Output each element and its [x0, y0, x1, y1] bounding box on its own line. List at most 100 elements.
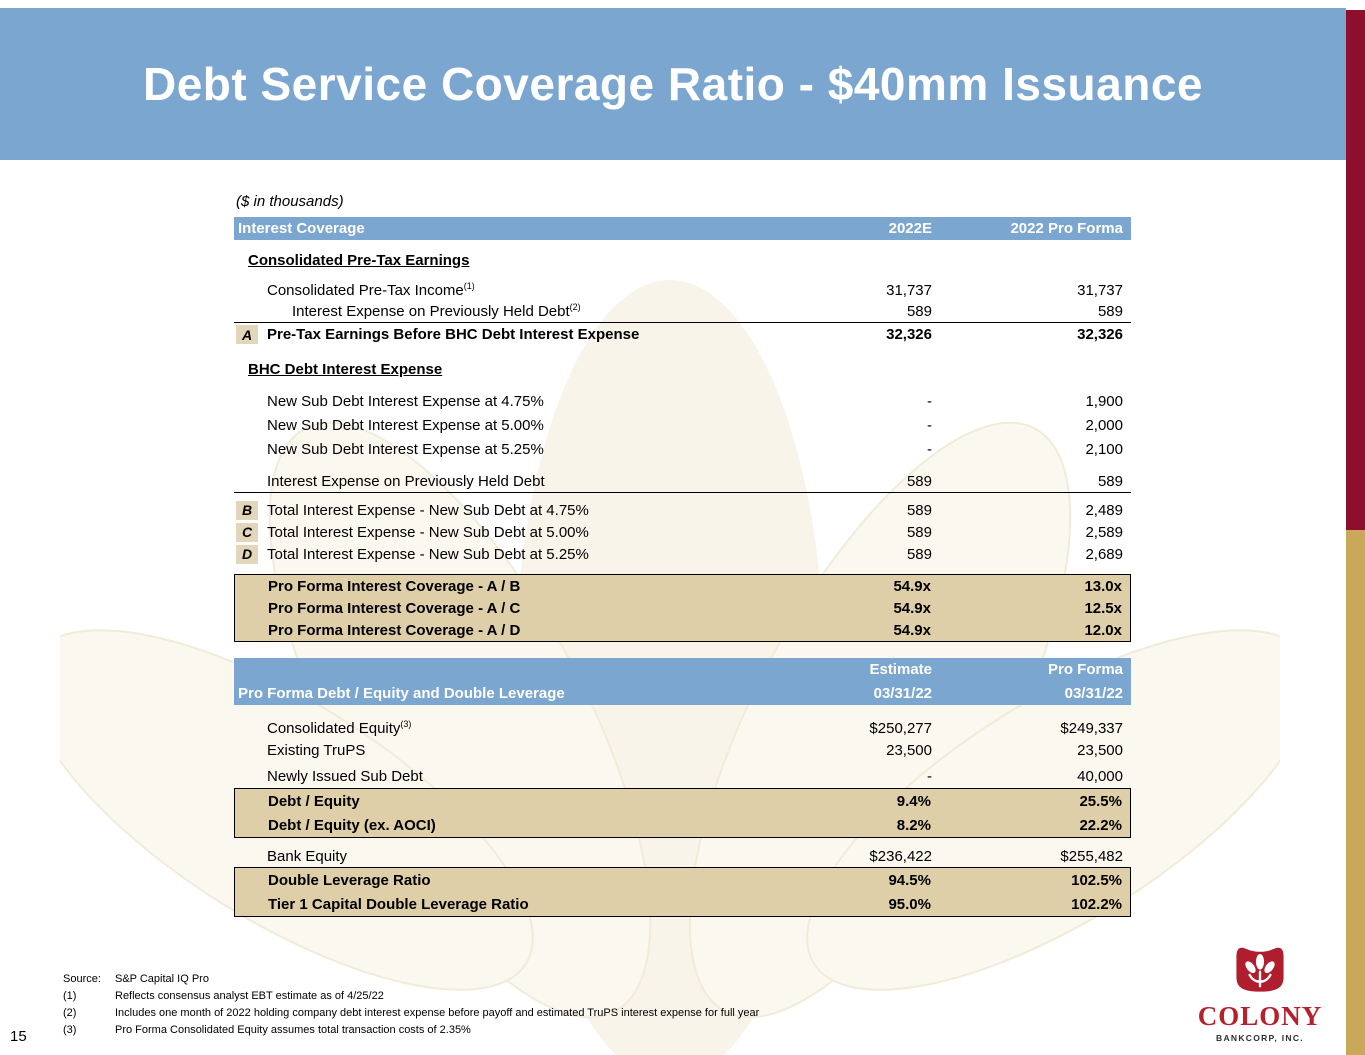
footnote-text: S&P Capital IQ Pro — [115, 973, 209, 985]
row-value-estimate: 9.4% — [896, 792, 931, 810]
row-value-proforma: 23,500 — [1077, 741, 1123, 759]
row-value-estimate: 23,500 — [886, 741, 932, 759]
interest-coverage-header: Interest Coverage 2022E 2022 Pro Forma — [234, 217, 1131, 240]
footnote-ref: (2) — [63, 1007, 77, 1019]
colony-flower-icon — [1236, 947, 1284, 992]
table-row: Interest Expense on Previously Held Debt… — [234, 301, 1131, 323]
row-label: Pro Forma Interest Coverage - A / C — [268, 599, 521, 617]
row-label: New Sub Debt Interest Expense at 5.25% — [267, 440, 544, 458]
row-label: Total Interest Expense - New Sub Debt at… — [267, 545, 589, 563]
row-value-proforma: 31,737 — [1077, 281, 1123, 299]
title-banner: Debt Service Coverage Ratio - $40mm Issu… — [0, 8, 1346, 160]
row-letter-cell: A — [234, 325, 260, 344]
row-value-proforma: 12.0x — [1084, 621, 1122, 639]
header-col-estimate-date: 03/31/22 — [873, 684, 932, 702]
table-row: A Pre-Tax Earnings Before BHC Debt Inter… — [234, 323, 1131, 346]
row-value-2022e: 589 — [906, 472, 932, 490]
table-row: New Sub Debt Interest Expense at 5.25% -… — [234, 437, 1131, 461]
table-row: Pro Forma Interest Coverage - A / C 54.9… — [235, 597, 1130, 619]
row-value-2022e: 589 — [906, 523, 932, 541]
row-value-estimate: $236,422 — [869, 847, 932, 865]
table-row: Consolidated Pre-Tax Income(1) 31,737 31… — [234, 279, 1131, 301]
row-value-2022e: 589 — [906, 545, 932, 563]
row-letter-cell: D — [234, 544, 260, 564]
row-label: Existing TruPS — [267, 741, 366, 759]
interest-coverage-table: Interest Coverage 2022E 2022 Pro Forma C… — [234, 217, 1131, 642]
footnote-ref: (3) — [63, 1024, 77, 1036]
row-value-proforma: 589 — [1097, 303, 1123, 320]
table-row: Interest Expense on Previously Held Debt… — [234, 470, 1131, 493]
row-label: New Sub Debt Interest Expense at 5.00% — [267, 416, 544, 434]
page-number: 15 — [10, 1028, 27, 1045]
footnote-text: Includes one month of 2022 holding compa… — [115, 1007, 760, 1019]
row-value-proforma: 32,326 — [1077, 326, 1123, 343]
footnote-row: (1) Reflects consensus analyst EBT estim… — [63, 988, 759, 1005]
slide-title: Debt Service Coverage Ratio - $40mm Issu… — [142, 58, 1203, 110]
table-row: Existing TruPS 23,500 23,500 — [234, 739, 1131, 761]
row-letter-badge: C — [236, 522, 258, 542]
logo-subtitle: BANKCORP, INC. — [1216, 1033, 1304, 1043]
row-value-estimate: 95.0% — [888, 895, 931, 913]
row-label: Double Leverage Ratio — [268, 871, 431, 889]
table-row: New Sub Debt Interest Expense at 4.75% -… — [234, 389, 1131, 413]
row-value-proforma: 13.0x — [1084, 577, 1122, 595]
section-heading: BHC Debt Interest Expense — [248, 360, 443, 378]
table-row: New Sub Debt Interest Expense at 5.00% -… — [234, 413, 1131, 437]
footnote-ref: (3) — [400, 718, 412, 729]
row-value-proforma: $249,337 — [1060, 719, 1123, 737]
row-value-proforma: 22.2% — [1079, 816, 1122, 834]
coverage-highlight-box: Pro Forma Interest Coverage - A / B 54.9… — [234, 574, 1131, 642]
footnote-ref: (1) — [63, 990, 77, 1002]
row-value-estimate: 94.5% — [888, 871, 931, 889]
table-row: Debt / Equity (ex. AOCI) 8.2% 22.2% — [235, 813, 1130, 837]
row-value-proforma: 12.5x — [1084, 599, 1122, 617]
footnote-ref: (2) — [569, 302, 581, 312]
maroon-stripe — [1346, 10, 1365, 530]
debt-equity-table: Estimate Pro Forma Pro Forma Debt / Equi… — [234, 658, 1131, 917]
table-row: Newly Issued Sub Debt - 40,000 — [234, 765, 1131, 788]
row-label: Consolidated Pre-Tax Income(1) — [267, 280, 475, 299]
colony-logo: COLONY BANKCORP, INC. — [1190, 944, 1330, 1043]
row-letter-cell: B — [234, 500, 260, 520]
table-row: Tier 1 Capital Double Leverage Ratio 95.… — [235, 892, 1130, 916]
header-col-proforma: 2022 Pro Forma — [1010, 220, 1123, 237]
footnote-row: (3) Pro Forma Consolidated Equity assume… — [63, 1022, 759, 1039]
row-value-2022e: 54.9x — [893, 621, 931, 639]
row-value-2022e: 54.9x — [893, 577, 931, 595]
table-row: Pro Forma Interest Coverage - A / D 54.9… — [235, 619, 1130, 641]
header-col-estimate: Estimate — [869, 661, 932, 678]
row-value-estimate: $250,277 — [869, 719, 932, 737]
row-letter-badge: D — [236, 544, 258, 564]
row-value-proforma: 2,100 — [1085, 440, 1123, 458]
footnote-row: (2) Includes one month of 2022 holding c… — [63, 1005, 759, 1022]
double-leverage-highlight-box: Double Leverage Ratio 94.5% 102.5% Tier … — [234, 867, 1131, 917]
table-row: B Total Interest Expense - New Sub Debt … — [234, 499, 1131, 521]
row-value-proforma: $255,482 — [1060, 847, 1123, 865]
row-value-proforma: 2,489 — [1085, 501, 1123, 519]
row-value-proforma: 589 — [1097, 472, 1123, 490]
row-label: Pro Forma Interest Coverage - A / D — [268, 621, 521, 639]
table-row: D Total Interest Expense - New Sub Debt … — [234, 543, 1131, 565]
row-label: Debt / Equity — [268, 792, 360, 810]
footnote-text: Reflects consensus analyst EBT estimate … — [115, 990, 384, 1002]
row-letter-badge: A — [236, 325, 258, 344]
header-col-proforma-date: 03/31/22 — [1064, 684, 1123, 702]
header-col-2022e: 2022E — [888, 220, 932, 237]
table-row: C Total Interest Expense - New Sub Debt … — [234, 521, 1131, 543]
units-note: ($ in thousands) — [236, 193, 344, 210]
footnote-ref: Source: — [63, 973, 101, 985]
row-value-2022e: 589 — [906, 303, 932, 320]
row-value-2022e: - — [927, 392, 932, 410]
table-row: Bank Equity $236,422 $255,482 — [234, 845, 1131, 867]
row-value-proforma: 1,900 — [1085, 392, 1123, 410]
section-heading: Consolidated Pre-Tax Earnings — [248, 251, 470, 269]
footnote-text: Pro Forma Consolidated Equity assumes to… — [115, 1024, 471, 1036]
row-label: Interest Expense on Previously Held Debt… — [292, 302, 581, 321]
row-label: Total Interest Expense - New Sub Debt at… — [267, 501, 589, 519]
row-label: Consolidated Equity(3) — [267, 718, 412, 737]
row-label: Pro Forma Interest Coverage - A / B — [268, 577, 521, 595]
table-row: Pro Forma Interest Coverage - A / B 54.9… — [235, 575, 1130, 597]
header-col-proforma: Pro Forma — [1047, 661, 1123, 678]
row-letter-badge: B — [236, 500, 258, 520]
footnote-row: Source: S&P Capital IQ Pro — [63, 971, 759, 988]
